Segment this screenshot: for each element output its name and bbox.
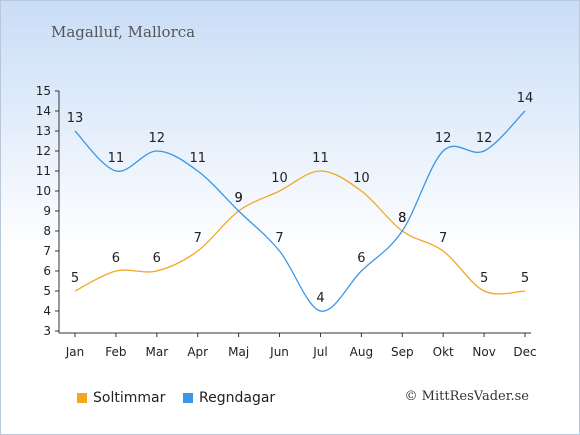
data-label-soltimmar: 5 [71, 271, 79, 286]
data-label-soltimmar: 6 [112, 251, 120, 266]
legend-swatch-soltimmar [77, 393, 87, 403]
series-line-soltimmar [74, 170, 526, 295]
legend-item-regndagar: Regndagar [183, 390, 275, 406]
credit-text: © MittResVader.se [404, 389, 529, 404]
legend-label-soltimmar: Soltimmar [93, 390, 166, 406]
x-tick-label: Jun [269, 345, 289, 359]
data-label-soltimmar: 11 [312, 151, 329, 166]
axes: 3 4 5 6 7 8 9 10 11 12 13 14 15 Jan Feb Mar Apr Maj Jun Jul… [36, 84, 537, 359]
data-label-regndagar: 11 [189, 151, 206, 166]
legend-item-soltimmar: Soltimmar [77, 390, 165, 406]
y-tick-label: 7 [43, 244, 51, 258]
y-tick-label: 9 [43, 204, 51, 218]
x-tick-label: Sep [391, 345, 414, 359]
y-tick-label: 11 [36, 164, 51, 178]
y-tick-label: 15 [36, 84, 51, 98]
data-label-soltimmar: 7 [194, 231, 202, 246]
data-label-soltimmar: 10 [271, 171, 288, 186]
x-tick-label: Apr [187, 345, 208, 359]
data-label-regndagar: 12 [435, 131, 452, 146]
series-lines [74, 110, 526, 312]
legend-swatch-regndagar [183, 393, 193, 403]
y-tick-label: 12 [36, 144, 51, 158]
x-tick-label: Feb [105, 345, 126, 359]
data-label-soltimmar: 6 [153, 251, 161, 266]
x-tick-label: Dec [513, 345, 536, 359]
x-tick-label: Jul [312, 345, 327, 359]
data-label-regndagar: 6 [357, 251, 365, 266]
data-label-soltimmar: 5 [521, 271, 529, 286]
y-tick-label: 6 [43, 264, 51, 278]
x-tick-label: Jan [65, 345, 85, 359]
chart-title: Magalluf, Mallorca [51, 23, 196, 41]
data-label-regndagar: 13 [67, 111, 84, 126]
data-label-soltimmar: 8 [398, 211, 406, 226]
x-tick-label: Mar [145, 345, 168, 359]
y-tick-label: 4 [43, 304, 51, 318]
data-label-regndagar: 12 [149, 131, 166, 146]
data-label-soltimmar: 9 [234, 191, 242, 206]
data-label-regndagar: 12 [476, 131, 493, 146]
y-tick-label: 14 [36, 104, 51, 118]
data-label-soltimmar: 5 [480, 271, 488, 286]
x-tick-label: Aug [350, 345, 373, 359]
data-label-regndagar: 8 [398, 211, 406, 226]
data-label-regndagar: 11 [108, 151, 125, 166]
y-tick-label: 13 [36, 124, 51, 138]
y-tick-label: 5 [43, 284, 51, 298]
y-tick-label: 3 [43, 324, 51, 338]
y-tick-label: 10 [36, 184, 51, 198]
x-tick-label: Nov [472, 345, 495, 359]
data-label-regndagar: 4 [316, 291, 324, 306]
x-tick-label: Okt [433, 345, 454, 359]
data-label-regndagar: 9 [234, 191, 242, 206]
y-tick-label: 8 [43, 224, 51, 238]
data-label-soltimmar: 7 [439, 231, 447, 246]
x-tick-label: Maj [228, 345, 249, 359]
data-label-regndagar: 14 [517, 91, 534, 106]
legend-label-regndagar: Regndagar [199, 390, 276, 406]
data-label-soltimmar: 10 [353, 171, 370, 186]
series-line-regndagar [74, 110, 526, 312]
data-label-regndagar: 7 [275, 231, 283, 246]
